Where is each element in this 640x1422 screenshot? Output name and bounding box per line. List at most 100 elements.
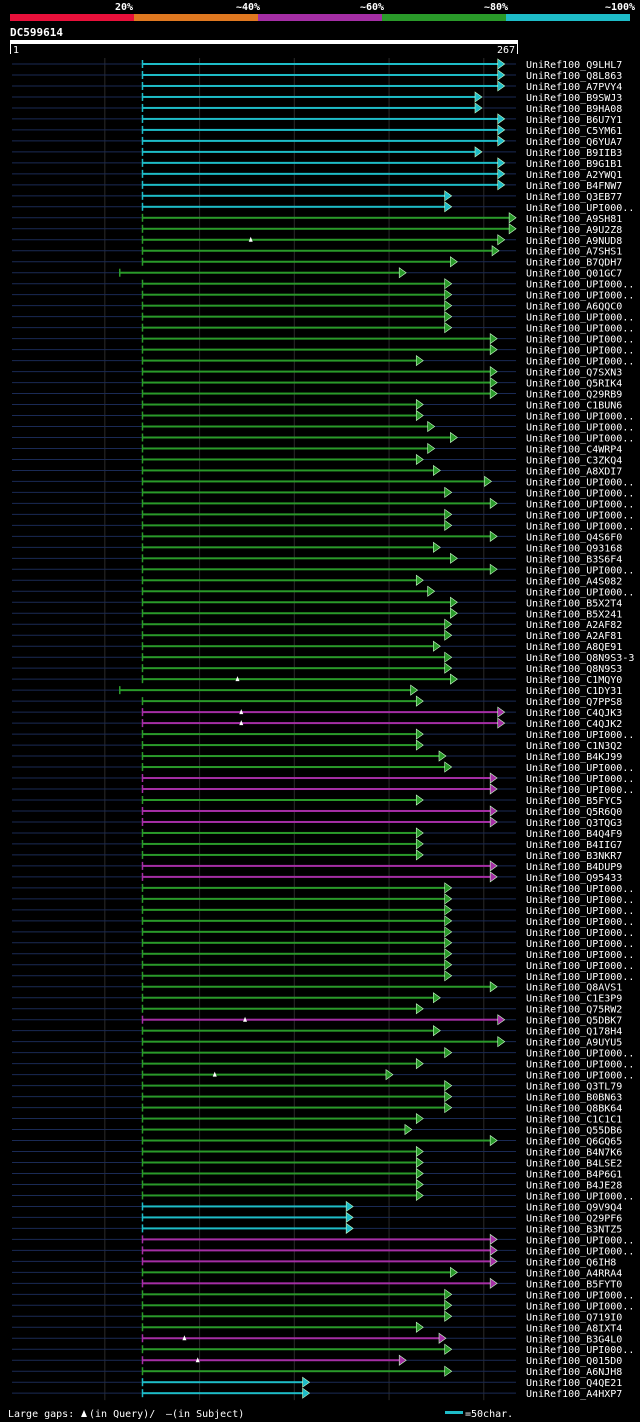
hit-row[interactable]: UniRef100_B0BN63 [12, 1091, 622, 1104]
hit-label[interactable]: UniRef100_UPI000.. [526, 1246, 634, 1257]
hit-row[interactable]: UniRef100_B5FYC5 [12, 794, 622, 807]
hit-label[interactable]: UniRef100_UPI000.. [526, 499, 634, 510]
hit-label[interactable]: UniRef100_A9NUD8 [526, 236, 622, 247]
hit-row[interactable]: UniRef100_UPI000.. [12, 497, 634, 510]
hit-label[interactable]: UniRef100_Q9LHL7 [526, 60, 622, 71]
hit-row[interactable]: UniRef100_B3G4L0 [12, 1332, 622, 1345]
hit-label[interactable]: UniRef100_B9G1B1 [526, 159, 622, 170]
hit-row[interactable]: UniRef100_C5YM61 [12, 124, 622, 137]
hit-label[interactable]: UniRef100_UPI000.. [526, 313, 634, 324]
hit-row[interactable]: UniRef100_UPI000.. [12, 772, 634, 785]
hit-label[interactable]: UniRef100_B9IIB3 [526, 148, 622, 159]
hit-row[interactable]: UniRef100_Q5DBK7 [12, 1014, 622, 1027]
hit-row[interactable]: UniRef100_B3S6F4 [12, 552, 622, 565]
hit-row[interactable]: UniRef100_UPI000.. [12, 201, 634, 214]
hit-row[interactable]: UniRef100_A9UYU5 [12, 1036, 622, 1049]
hit-row[interactable]: UniRef100_Q75RW2 [12, 1003, 622, 1016]
hit-label[interactable]: UniRef100_Q29PF6 [526, 1213, 622, 1224]
hit-label[interactable]: UniRef100_UPI000.. [526, 961, 634, 972]
hit-label[interactable]: UniRef100_Q3TQG3 [526, 818, 622, 829]
hit-row[interactable]: UniRef100_C1BUN6 [12, 398, 622, 412]
hit-label[interactable]: UniRef100_Q5R6Q0 [526, 807, 622, 818]
hit-row[interactable]: UniRef100_UPI000.. [12, 948, 634, 961]
hit-row[interactable]: UniRef100_Q4QE21 [12, 1376, 622, 1389]
hit-row[interactable]: UniRef100_UPI000.. [12, 585, 634, 598]
hit-row[interactable]: UniRef100_A6QQC0 [12, 300, 622, 313]
hit-label[interactable]: UniRef100_C3ZKQ4 [526, 455, 622, 466]
hit-row[interactable]: UniRef100_A2AF82 [12, 618, 622, 631]
hit-label[interactable]: UniRef100_UPI000.. [526, 1060, 634, 1071]
hit-label[interactable]: UniRef100_UPI000.. [526, 1049, 634, 1060]
hit-label[interactable]: UniRef100_Q8BK64 [526, 1104, 622, 1115]
hit-label[interactable]: UniRef100_UPI000.. [526, 433, 634, 444]
hit-label[interactable]: UniRef100_A2AF81 [526, 631, 622, 642]
hit-label[interactable]: UniRef100_UPI000.. [526, 906, 634, 917]
hit-row[interactable]: UniRef100_Q8N9S3-3 [12, 651, 634, 664]
hit-row[interactable]: UniRef100_A9NUD8 [12, 234, 622, 247]
hit-label[interactable]: UniRef100_UPI000.. [526, 477, 634, 488]
hit-label[interactable]: UniRef100_Q178H4 [526, 1027, 622, 1038]
hit-row[interactable]: UniRef100_C1DY31 [12, 684, 622, 697]
hit-row[interactable]: UniRef100_UPI000.. [12, 1233, 634, 1246]
hit-label[interactable]: UniRef100_Q4QE21 [526, 1378, 622, 1389]
hit-label[interactable]: UniRef100_Q93168 [526, 543, 622, 554]
hit-label[interactable]: UniRef100_Q01GC7 [526, 269, 622, 280]
hit-label[interactable]: UniRef100_UPI000.. [526, 423, 634, 434]
hit-row[interactable]: UniRef100_UPI000.. [12, 431, 634, 444]
hit-row[interactable]: UniRef100_C4QJK3 [12, 706, 622, 719]
hit-label[interactable]: UniRef100_B6U7Y1 [526, 115, 622, 126]
hit-label[interactable]: UniRef100_B4JE28 [526, 1180, 622, 1191]
hit-label[interactable]: UniRef100_B9SWJ3 [526, 93, 622, 104]
hit-label[interactable]: UniRef100_C1BUN6 [526, 401, 622, 412]
hit-row[interactable]: UniRef100_Q95433 [12, 871, 622, 884]
hit-row[interactable]: UniRef100_Q8N9S3 [12, 662, 622, 675]
hit-row[interactable]: UniRef100_A4S082 [12, 574, 622, 587]
hit-row[interactable]: UniRef100_UPI000.. [12, 355, 634, 368]
hit-row[interactable]: UniRef100_B4LSE2 [12, 1156, 622, 1170]
hit-row[interactable]: UniRef100_B4DUP9 [12, 860, 622, 873]
hit-row[interactable]: UniRef100_B4Q4F9 [12, 827, 622, 840]
hit-label[interactable]: UniRef100_A7SHS1 [526, 247, 622, 258]
hit-label[interactable]: UniRef100_Q015D0 [526, 1356, 622, 1367]
hit-label[interactable]: UniRef100_UPI000.. [526, 521, 634, 532]
hit-row[interactable]: UniRef100_Q9V9Q4 [12, 1200, 622, 1213]
hit-label[interactable]: UniRef100_C1N3Q2 [526, 741, 622, 752]
hit-row[interactable]: UniRef100_B5FYT0 [12, 1277, 622, 1290]
hit-label[interactable]: UniRef100_UPI000.. [526, 565, 634, 576]
hit-row[interactable]: UniRef100_UPI000.. [12, 1069, 634, 1082]
hit-row[interactable]: UniRef100_Q3TQG3 [12, 816, 622, 829]
hit-row[interactable]: UniRef100_UPI000.. [12, 937, 634, 950]
hit-label[interactable]: UniRef100_UPI000.. [526, 1301, 634, 1312]
hit-label[interactable]: UniRef100_B4N7K6 [526, 1148, 622, 1159]
hit-row[interactable]: UniRef100_Q55DB6 [12, 1123, 622, 1137]
hit-row[interactable]: UniRef100_B9HA08 [12, 102, 622, 115]
hit-row[interactable]: UniRef100_Q6GQ65 [12, 1134, 622, 1148]
hit-label[interactable]: UniRef100_UPI000.. [526, 939, 634, 950]
hit-row[interactable]: UniRef100_B9G1B1 [12, 157, 622, 170]
hit-row[interactable]: UniRef100_UPI000.. [12, 882, 634, 895]
hit-label[interactable]: UniRef100_UPI000.. [526, 895, 634, 906]
hit-label[interactable]: UniRef100_B4IIG7 [526, 840, 622, 851]
hit-label[interactable]: UniRef100_B4LSE2 [526, 1159, 622, 1170]
hit-label[interactable]: UniRef100_B4P6G1 [526, 1169, 622, 1180]
hit-label[interactable]: UniRef100_Q8L863 [526, 71, 622, 82]
hit-row[interactable]: UniRef100_A8IXT4 [12, 1321, 622, 1334]
hit-row[interactable]: UniRef100_B3NKR7 [12, 849, 622, 862]
hit-label[interactable]: UniRef100_UPI000.. [526, 1345, 634, 1356]
hit-row[interactable]: UniRef100_UPI000.. [12, 761, 634, 774]
hit-row[interactable]: UniRef100_C3ZKQ4 [12, 453, 622, 466]
hit-label[interactable]: UniRef100_UPI000.. [526, 1290, 634, 1301]
hit-row[interactable]: UniRef100_UPI000.. [12, 322, 634, 335]
hit-row[interactable]: UniRef100_UPI000.. [12, 970, 634, 983]
hit-row[interactable]: UniRef100_UPI000.. [12, 1343, 634, 1356]
hit-row[interactable]: UniRef100_Q6IH8 [12, 1255, 616, 1268]
hit-row[interactable]: UniRef100_UPI000.. [12, 563, 634, 576]
hit-row[interactable]: UniRef100_C1N3Q2 [12, 739, 622, 752]
hit-row[interactable]: UniRef100_Q4S6F0 [12, 530, 622, 543]
hit-row[interactable]: UniRef100_C1MQY0 [12, 673, 622, 686]
hit-label[interactable]: UniRef100_A8XDI7 [526, 466, 622, 477]
hit-row[interactable]: UniRef100_Q7SXN3 [12, 365, 622, 379]
hit-label[interactable]: UniRef100_B3S6F4 [526, 554, 622, 565]
hit-label[interactable]: UniRef100_A4S082 [526, 576, 622, 587]
hit-label[interactable]: UniRef100_UPI000.. [526, 291, 634, 302]
